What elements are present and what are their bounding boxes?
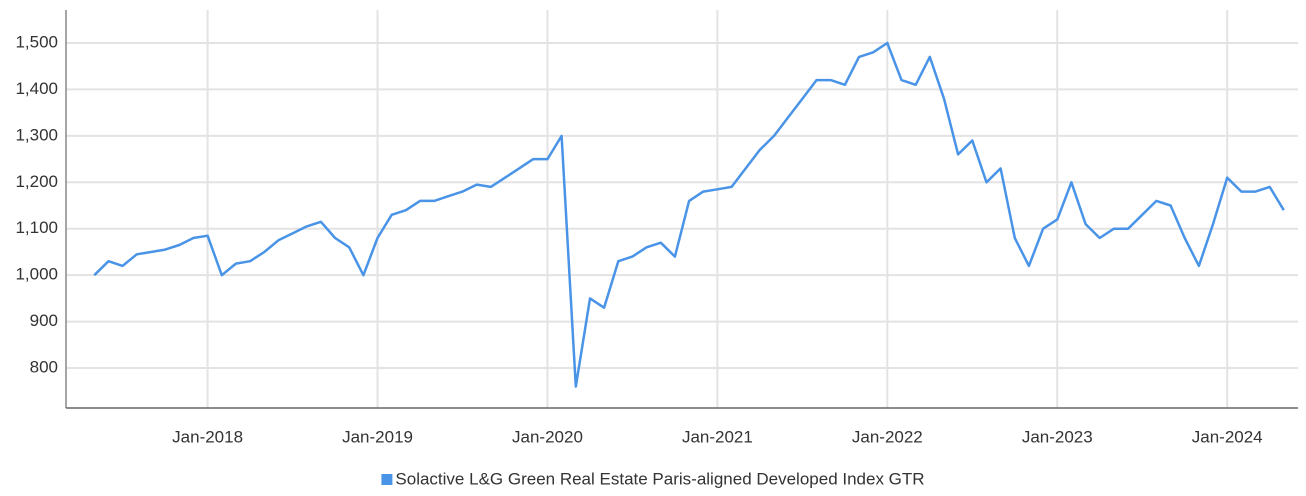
x-tick-label: Jan-2022 xyxy=(852,427,923,446)
x-tick-label: Jan-2018 xyxy=(172,427,243,446)
y-tick-label: 900 xyxy=(30,311,58,330)
y-tick-label: 800 xyxy=(30,358,58,377)
x-tick-label: Jan-2020 xyxy=(512,427,583,446)
y-tick-label: 1,300 xyxy=(15,125,58,144)
y-tick-label: 1,500 xyxy=(15,32,58,51)
y-tick-label: 1,100 xyxy=(15,218,58,237)
line xyxy=(93,41,1285,388)
y-tick-label: 1,000 xyxy=(15,265,58,284)
legend-label: Solactive L&G Green Real Estate Paris-al… xyxy=(395,469,924,488)
x-tick-label: Jan-2023 xyxy=(1022,427,1093,446)
y-tick-label: 1,400 xyxy=(15,79,58,98)
y-tick-label: 1,200 xyxy=(15,172,58,191)
legend-swatch xyxy=(381,474,393,485)
x-tick-label: Jan-2021 xyxy=(682,427,753,446)
x-tick-label: Jan-2024 xyxy=(1192,427,1263,446)
x-tick-label: Jan-2019 xyxy=(342,427,413,446)
